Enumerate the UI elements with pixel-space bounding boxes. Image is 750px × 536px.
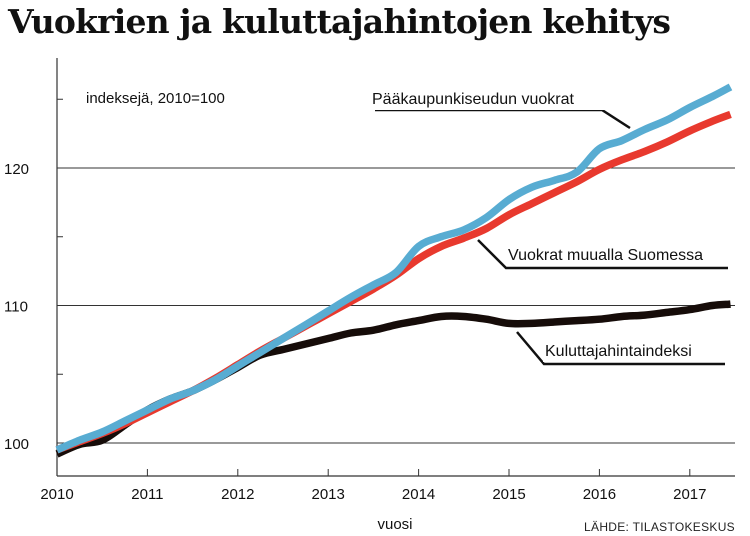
series-label-bg-khi	[543, 338, 725, 362]
y-axis-ticks: 100 110 120	[4, 98, 63, 453]
chart-title: Vuokrien ja kuluttajahintojen kehitys	[8, 2, 671, 41]
series-line-kuluttajahintaindeksi	[55, 300, 731, 458]
x-tick-label: 2013	[312, 486, 345, 503]
x-tick-label: 2015	[492, 486, 525, 503]
x-axis-label: vuosi	[377, 516, 412, 533]
series-lines	[55, 83, 733, 458]
x-tick-label: 2014	[402, 486, 435, 503]
axes	[56, 58, 735, 477]
series-label-kuluttajahintaindeksi: Kuluttajahintaindeksi	[545, 343, 692, 360]
x-tick-label: 2012	[221, 486, 254, 503]
y-tick-label: 100	[4, 436, 29, 453]
y-tick-label: 110	[4, 299, 28, 316]
series-label-paakaupunkiseutu: Pääkaupunkiseudun vuokrat	[372, 91, 574, 108]
y-tick-label: 120	[4, 161, 29, 178]
x-tick-label: 2011	[131, 486, 163, 503]
x-axis-ticks: 2010 2011 2012 2013 2014 2015 2016 2017	[40, 469, 706, 503]
series-line-muualla-suomessa	[55, 110, 732, 454]
series-label-bg-muualla	[506, 242, 730, 266]
leader-muualla-suomessa	[477, 239, 728, 270]
gridlines	[57, 167, 735, 444]
x-tick-label: 2010	[40, 486, 73, 503]
leader-paakaupunkiseutu	[375, 108, 631, 130]
series-label-bg-pks	[370, 86, 612, 110]
leader-kuluttajahintaindeksi	[516, 331, 725, 366]
source-note: LÄHDE: TILASTOKESKUS	[584, 520, 735, 534]
index-note: indeksejä, 2010=100	[86, 90, 225, 107]
x-tick-label: 2016	[583, 486, 616, 503]
series-label-muualla-suomessa: Vuokrat muualla Suomessa	[508, 247, 703, 264]
x-tick-label: 2017	[673, 486, 706, 503]
series-line-paakaupunkiseutu	[55, 83, 733, 454]
